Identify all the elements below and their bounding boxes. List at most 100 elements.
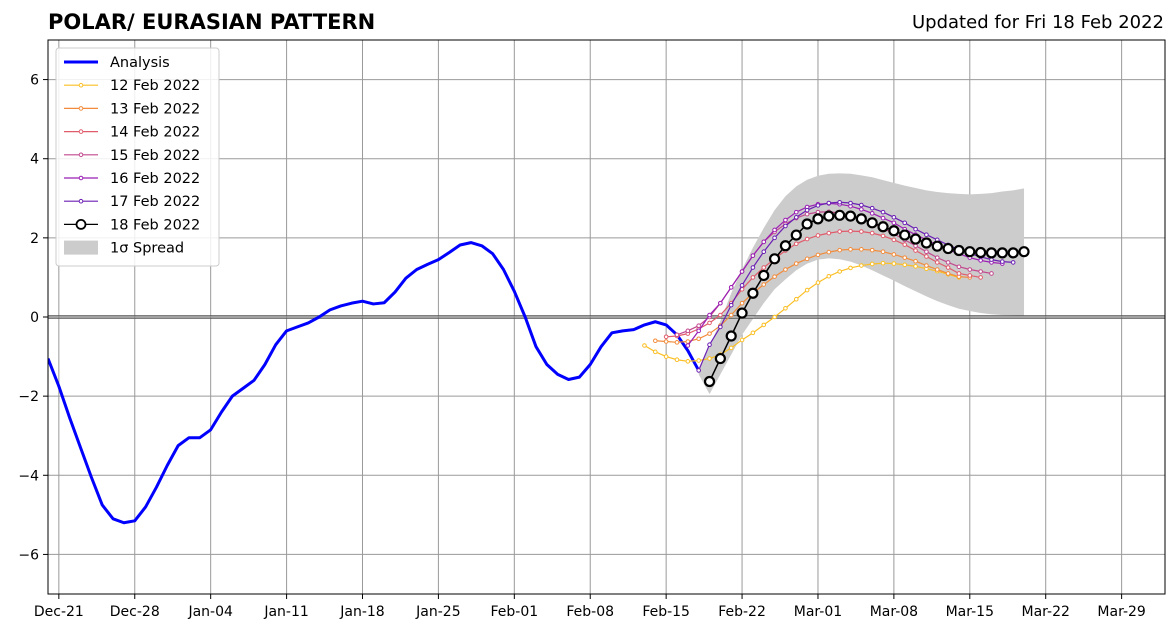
data-point: [891, 237, 897, 243]
data-point: [685, 359, 691, 364]
data-point: [707, 312, 712, 318]
legend-swatch-marker: [78, 152, 84, 158]
data-point: [685, 343, 691, 348]
data-point: [1000, 259, 1005, 264]
data-point: [877, 221, 889, 233]
x-tick-label: Jan-25: [415, 604, 460, 620]
data-point: [663, 354, 669, 359]
data-point: [891, 261, 897, 266]
x-tick-label: Feb-08: [566, 604, 614, 620]
data-point: [707, 320, 712, 326]
data-point: [909, 233, 922, 245]
data-point: [967, 267, 973, 272]
data-point: [725, 330, 737, 342]
data-point: [844, 210, 857, 222]
data-point: [793, 296, 799, 302]
data-point: [880, 209, 886, 215]
data-point: [696, 323, 701, 329]
data-point: [989, 271, 994, 276]
data-point: [707, 342, 712, 348]
data-point: [772, 235, 777, 241]
data-point: [761, 322, 767, 328]
data-point: [924, 232, 929, 237]
data-point: [750, 275, 756, 280]
data-point: [924, 263, 929, 268]
legend-swatch-marker: [78, 198, 84, 204]
data-point: [663, 334, 669, 340]
data-point: [772, 274, 777, 279]
data-point: [953, 244, 965, 257]
data-point: [815, 203, 821, 208]
data-point: [978, 258, 983, 263]
plot-frame: [47, 39, 1166, 595]
data-point: [859, 229, 864, 234]
data-point: [848, 265, 853, 271]
data-point: [924, 249, 929, 255]
data-point: [761, 265, 767, 270]
x-tick-label: Mar-22: [1022, 604, 1070, 620]
legend-swatch-marker: [75, 218, 87, 230]
data-point: [761, 239, 767, 245]
data-point: [996, 247, 1008, 259]
legend-label-forecast: 13 Feb 2022: [110, 101, 200, 117]
axes: Dec-21 Dec-28 Jan-04 Jan-11 Jan-18 Jan-25 Feb-…: [18, 39, 1166, 620]
data-point: [956, 264, 962, 270]
x-tick-label: Mar-01: [794, 604, 842, 620]
data-point: [653, 349, 658, 355]
data-point: [793, 261, 799, 266]
legend-swatch-marker: [78, 129, 84, 134]
data-point: [750, 253, 756, 258]
legend-box: [55, 47, 220, 267]
data-point: [848, 228, 853, 234]
data-point: [942, 242, 954, 255]
series-layer: [48, 199, 1030, 525]
data-point: [750, 265, 756, 270]
series-analysis-line: [48, 241, 700, 525]
data-point: [859, 207, 864, 212]
data-point: [772, 227, 777, 233]
x-tick-label: Mar-29: [1097, 604, 1145, 620]
data-point: [653, 338, 658, 344]
data-point: [750, 330, 756, 336]
data-point: [902, 242, 908, 247]
data-point: [934, 267, 940, 272]
data-point: [783, 217, 788, 223]
series-group: [48, 199, 1030, 525]
data-point: [718, 324, 723, 330]
data-point: [913, 248, 918, 253]
data-point: [685, 328, 691, 334]
data-point: [956, 271, 962, 276]
y-tick-label: 0: [30, 310, 39, 326]
data-point: [804, 287, 810, 293]
data-point: [837, 199, 842, 205]
legend-label-forecast: 15 Feb 2022: [110, 148, 200, 164]
data-point: [880, 260, 886, 266]
data-point: [747, 287, 759, 299]
x-tick-label: Dec-21: [34, 604, 84, 620]
data-point: [837, 269, 842, 274]
data-point: [793, 214, 799, 220]
data-point: [880, 233, 886, 239]
data-point: [674, 332, 680, 338]
legend-swatch-marker: [78, 175, 84, 181]
data-point: [902, 255, 908, 260]
data-point: [931, 240, 943, 252]
data-point: [761, 282, 767, 287]
data-point: [899, 229, 911, 241]
data-point: [913, 264, 918, 269]
legend-label-spread: 1σ Spread: [110, 241, 184, 257]
data-point: [815, 252, 821, 258]
data-point: [707, 356, 712, 361]
data-point: [674, 340, 680, 345]
data-point: [945, 260, 951, 265]
x-tick-label: Jan-04: [187, 604, 233, 620]
data-point: [718, 300, 723, 306]
data-point: [804, 256, 810, 262]
data-point: [663, 339, 669, 344]
data-point: [783, 305, 788, 311]
data-point: [891, 214, 897, 220]
data-point: [696, 368, 701, 373]
x-tick-label: Mar-08: [870, 604, 918, 620]
data-point: [739, 300, 745, 306]
legend-swatch-marker: [78, 106, 84, 111]
